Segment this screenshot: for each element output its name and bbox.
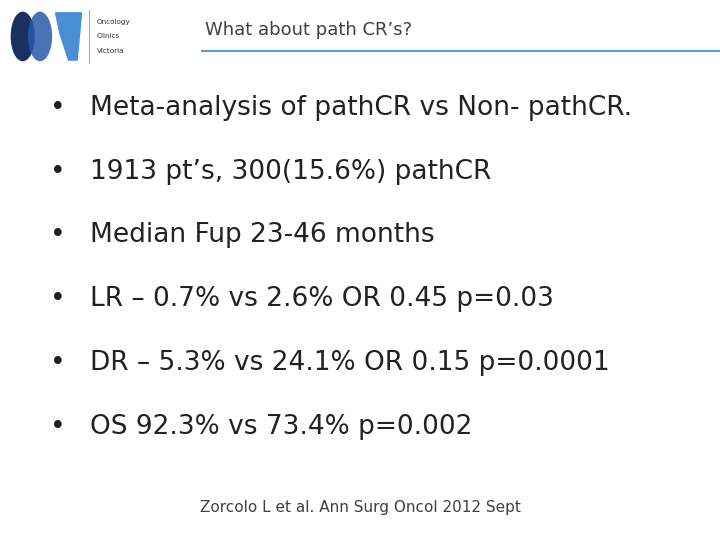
Text: OS 92.3% vs 73.4% p=0.002: OS 92.3% vs 73.4% p=0.002 xyxy=(90,414,472,440)
Text: LR – 0.7% vs 2.6% OR 0.45 p=0.03: LR – 0.7% vs 2.6% OR 0.45 p=0.03 xyxy=(90,286,554,312)
Text: 1913 pt’s, 300(15.6%) pathCR: 1913 pt’s, 300(15.6%) pathCR xyxy=(90,159,491,185)
Ellipse shape xyxy=(11,11,35,62)
Text: Oncology: Oncology xyxy=(97,19,131,25)
Text: Clinics: Clinics xyxy=(97,33,120,39)
Text: •: • xyxy=(50,286,66,312)
Text: •: • xyxy=(50,222,66,248)
Polygon shape xyxy=(55,13,81,60)
Text: What about path CR’s?: What about path CR’s? xyxy=(205,21,413,39)
Text: Meta-analysis of pathCR vs Non- pathCR.: Meta-analysis of pathCR vs Non- pathCR. xyxy=(90,95,632,121)
Text: •: • xyxy=(50,95,66,121)
Text: Victoria: Victoria xyxy=(97,48,125,54)
Text: •: • xyxy=(50,350,66,376)
Text: •: • xyxy=(50,159,66,185)
Ellipse shape xyxy=(28,11,52,62)
Text: DR – 5.3% vs 24.1% OR 0.15 p=0.0001: DR – 5.3% vs 24.1% OR 0.15 p=0.0001 xyxy=(90,350,610,376)
Text: Median Fup 23-46 months: Median Fup 23-46 months xyxy=(90,222,435,248)
Text: •: • xyxy=(50,414,66,440)
Text: Zorcolo L et al. Ann Surg Oncol 2012 Sept: Zorcolo L et al. Ann Surg Oncol 2012 Sep… xyxy=(199,500,521,515)
